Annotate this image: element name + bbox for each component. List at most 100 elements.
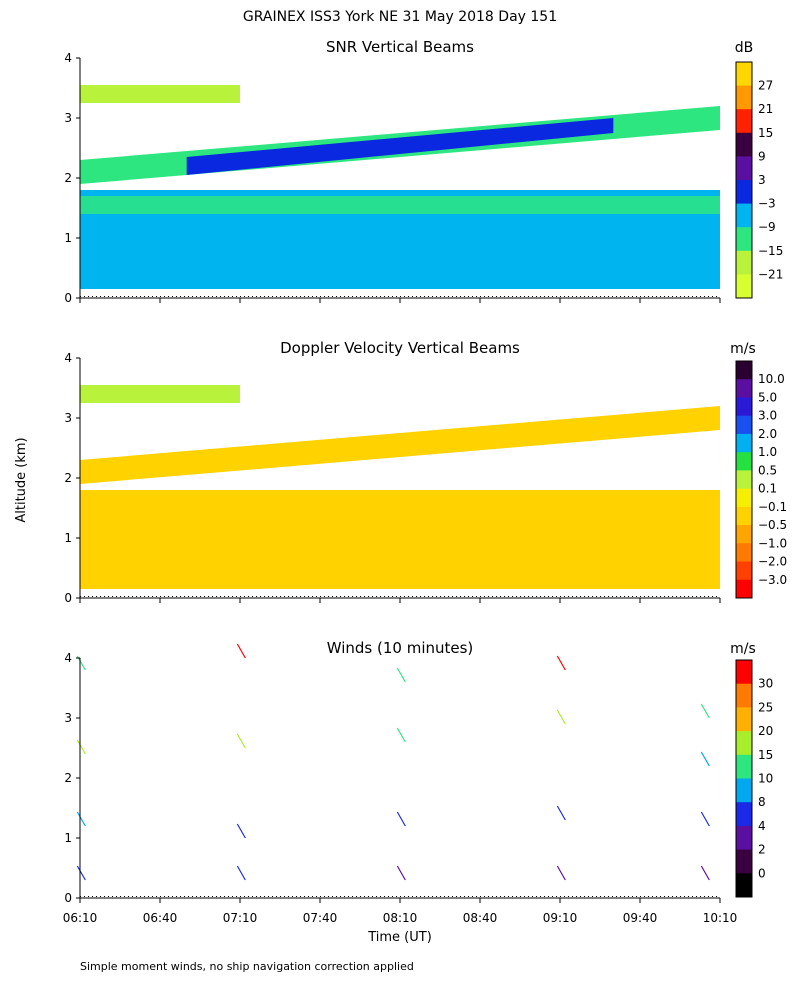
panels-layer: SNR Vertical Beams0123427211593−3−9−15−2… xyxy=(63,38,787,925)
y-tick-label: 4 xyxy=(64,51,72,65)
x-tick-label: 07:10 xyxy=(223,911,258,925)
y-tick-label: 1 xyxy=(64,231,72,245)
colorbar-swatch xyxy=(736,250,752,275)
colorbar-swatch xyxy=(736,132,752,157)
wind-profile xyxy=(396,667,406,881)
colorbar: 10.0 5.0 3.0 2.0 1.0 0.5 0.1 −0.1 −0.5 −1.0 −2.0 −3… xyxy=(730,341,787,599)
doppler-upper-patch xyxy=(80,385,240,403)
colorbar-frame xyxy=(735,659,753,898)
wind-barb xyxy=(76,865,86,881)
colorbar-swatch xyxy=(736,180,752,205)
colorbar-label: 3 xyxy=(758,173,766,187)
panel-title: Doppler Velocity Vertical Beams xyxy=(280,339,520,357)
y-tick-label: 0 xyxy=(64,591,72,605)
x-tick-label: 10:10 xyxy=(703,911,738,925)
colorbar: 27 21 15 9 3 −3 −9 −15 −21 dB xyxy=(735,40,783,299)
wind-barb xyxy=(236,823,246,839)
wind-barb xyxy=(396,865,406,881)
snr-upper-core xyxy=(186,118,614,175)
panel-2: Doppler Velocity Vertical Beams 0 1 2 3 4 10.0… xyxy=(64,339,787,605)
colorbar-label: 1.0 xyxy=(758,445,777,459)
colorbar-label: 9 xyxy=(758,149,766,163)
colorbar-swatch xyxy=(736,379,752,398)
colorbar-swatch xyxy=(736,525,752,544)
colorbar-label: −21 xyxy=(758,267,783,281)
colorbar-label: −9 xyxy=(758,220,776,234)
x-tick-label: 07:40 xyxy=(303,911,338,925)
doppler-boundary-layer xyxy=(80,490,720,589)
y-tick-label: 0 xyxy=(64,891,72,905)
wind-barb xyxy=(700,751,710,767)
colorbar-label: 15 xyxy=(758,126,773,140)
colorbar-label: 25 xyxy=(758,700,773,714)
colorbar-label: 0 xyxy=(758,866,766,880)
footnote: Simple moment winds, no ship navigation … xyxy=(80,960,414,973)
colorbar-swatch xyxy=(736,731,752,756)
colorbar-swatch xyxy=(736,802,752,827)
colorbar-unit: m/s xyxy=(730,641,756,657)
colorbar-swatch xyxy=(736,433,752,453)
wind-barb xyxy=(396,727,406,743)
y-tick-label: 3 xyxy=(64,711,72,725)
colorbar-label: 0.5 xyxy=(758,463,777,477)
colorbar-swatch xyxy=(736,488,752,508)
wind-barb xyxy=(556,865,566,881)
snr-boundary-layer xyxy=(80,190,720,289)
colorbar-swatch xyxy=(736,470,752,490)
figure-title: GRAINEX ISS3 York NE 31 May 2018 Day 151 xyxy=(243,9,557,25)
y-tick-label: 2 xyxy=(64,171,72,185)
panel-title: SNR Vertical Beams xyxy=(326,38,474,56)
y-tick-label: 3 xyxy=(64,111,72,125)
colorbar-swatch xyxy=(736,85,752,110)
x-tick-label: 09:40 xyxy=(623,911,658,925)
snr-boundary-fringe xyxy=(80,196,720,214)
colorbar-swatch xyxy=(736,156,752,181)
x-tick-label: 09:10 xyxy=(543,911,578,925)
colorbar-frame xyxy=(735,360,753,599)
colorbar-swatch xyxy=(736,683,752,708)
colorbar-swatch xyxy=(736,873,752,898)
colorbar-label: 0.1 xyxy=(758,482,777,496)
colorbar-label: 2 xyxy=(758,843,766,857)
y-tick-label: 4 xyxy=(64,351,72,365)
wind-barb xyxy=(76,811,86,827)
colorbar-label: −2.0 xyxy=(758,555,787,569)
colorbar-label: 20 xyxy=(758,724,773,738)
colorbar-label: 8 xyxy=(758,795,766,809)
colorbar-frame xyxy=(735,61,753,299)
wind-barb xyxy=(556,655,566,671)
wind-barb xyxy=(236,643,246,659)
colorbar-swatch xyxy=(736,778,752,803)
colorbar-label: 10.0 xyxy=(758,372,785,386)
colorbar-swatch xyxy=(736,452,752,471)
y-tick-label: 3 xyxy=(64,411,72,425)
colorbar-swatch xyxy=(736,397,752,417)
colorbar-swatch xyxy=(736,203,752,228)
y-tick-label: 2 xyxy=(64,771,72,785)
wind-profile xyxy=(236,643,246,881)
colorbar-label: −3.0 xyxy=(758,573,787,587)
x-tick-label: 08:10 xyxy=(383,911,418,925)
colorbar-label: 3.0 xyxy=(758,409,777,423)
x-tick-label: 06:10 xyxy=(63,911,98,925)
snr-upper-patch xyxy=(80,85,240,103)
wind-barb xyxy=(236,865,246,881)
wind-barb xyxy=(700,811,710,827)
doppler-upper-layer xyxy=(80,406,720,484)
colorbar-label: 5.0 xyxy=(758,390,777,404)
y-axis-label: Altitude (km) xyxy=(14,437,29,522)
colorbar-label: −0.1 xyxy=(758,500,787,514)
wind-barb xyxy=(396,811,406,827)
colorbar-label: −1.0 xyxy=(758,536,787,550)
y-tick-label: 1 xyxy=(64,831,72,845)
colorbar-label: −15 xyxy=(758,244,783,258)
axes-frame xyxy=(79,658,720,899)
wind-profile xyxy=(556,655,566,881)
colorbar-label: 27 xyxy=(758,79,773,93)
y-tick-label: 0 xyxy=(64,291,72,305)
colorbar-unit: m/s xyxy=(730,341,756,357)
y-tick-label: 2 xyxy=(64,471,72,485)
wind-barb xyxy=(700,865,710,881)
colorbar-label: −3 xyxy=(758,197,776,211)
